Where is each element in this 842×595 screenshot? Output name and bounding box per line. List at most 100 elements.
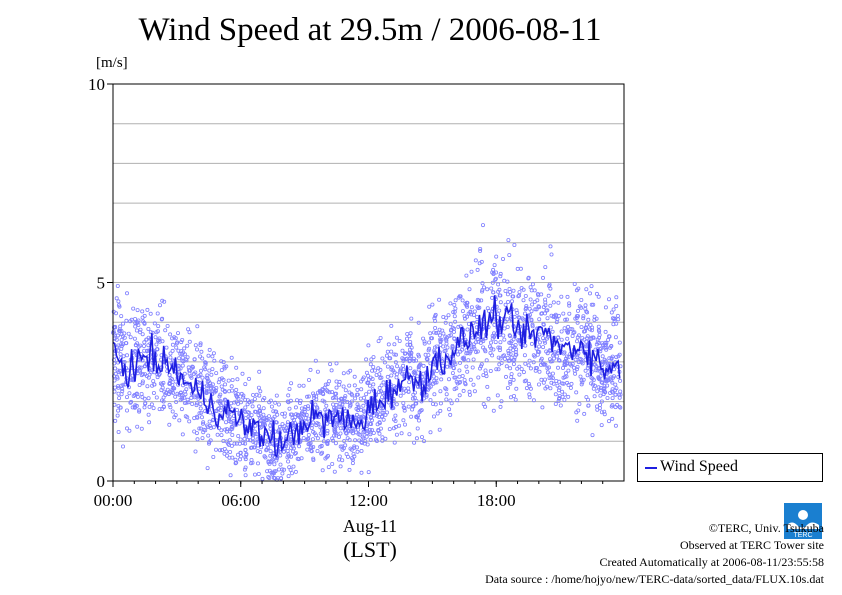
observation-point <box>615 313 620 318</box>
observation-point <box>541 321 546 326</box>
observation-point <box>521 287 526 292</box>
observation-point <box>407 432 412 437</box>
observation-point <box>576 351 581 356</box>
observation-point <box>290 412 295 417</box>
observation-point <box>321 439 326 444</box>
observation-point <box>582 411 587 416</box>
observation-point <box>124 318 129 323</box>
observation-point <box>308 367 313 372</box>
observation-point <box>393 418 398 423</box>
observation-point <box>352 444 357 449</box>
observation-point <box>498 340 503 345</box>
observation-point <box>187 419 192 424</box>
observation-point <box>472 389 477 394</box>
observation-point <box>572 281 577 286</box>
observation-point <box>314 397 319 402</box>
observation-point <box>412 390 417 395</box>
observation-point <box>541 275 546 280</box>
observation-point <box>115 283 120 288</box>
observation-point <box>592 314 597 319</box>
observation-point <box>592 362 597 367</box>
observation-point <box>260 476 265 481</box>
observation-point <box>185 343 190 348</box>
observation-point <box>221 360 226 365</box>
observation-point <box>549 380 554 385</box>
observation-point <box>434 368 439 373</box>
observation-point <box>293 469 298 474</box>
observation-point <box>601 343 606 348</box>
observation-point <box>584 287 589 292</box>
observation-point <box>585 336 590 341</box>
observation-point <box>238 437 243 442</box>
observation-point <box>505 324 510 329</box>
observation-point <box>557 385 562 390</box>
observation-point <box>438 389 443 394</box>
observation-point <box>349 447 354 452</box>
observation-point <box>115 374 120 379</box>
observation-point <box>146 396 151 401</box>
observation-point <box>207 347 212 352</box>
observation-point <box>572 365 577 370</box>
observation-point <box>606 337 611 342</box>
observation-point <box>427 304 432 309</box>
observation-point <box>379 404 384 409</box>
observation-point <box>497 345 502 350</box>
observation-point <box>565 330 570 335</box>
observation-point <box>566 382 571 387</box>
observation-point <box>575 320 580 325</box>
observation-point <box>410 407 415 412</box>
observation-point <box>387 427 392 432</box>
observation-point <box>453 362 458 367</box>
observation-point <box>432 345 437 350</box>
observation-point <box>496 367 501 372</box>
observation-point <box>553 312 558 317</box>
observation-point <box>319 444 324 449</box>
observation-point <box>376 339 381 344</box>
observation-point <box>142 364 147 369</box>
observation-point <box>512 314 517 319</box>
observation-point <box>577 401 582 406</box>
observation-point <box>343 394 348 399</box>
observation-point <box>111 357 116 362</box>
observation-point <box>125 395 130 400</box>
observation-point <box>596 324 601 329</box>
observation-point <box>389 373 394 378</box>
observation-point <box>548 325 553 330</box>
observation-point <box>315 421 320 426</box>
observation-point <box>445 345 450 350</box>
observation-point <box>493 276 498 281</box>
observation-point <box>367 383 372 388</box>
observation-point <box>481 285 486 290</box>
observation-point <box>529 341 534 346</box>
observation-point <box>192 357 197 362</box>
observation-point <box>506 348 511 353</box>
observation-point <box>536 304 541 309</box>
observation-point <box>416 320 421 325</box>
observation-point <box>409 414 414 419</box>
observation-point <box>344 451 349 456</box>
observation-point <box>469 305 474 310</box>
observation-point <box>278 462 283 467</box>
observation-point <box>555 335 560 340</box>
observation-point <box>516 294 521 299</box>
observation-point <box>607 334 612 339</box>
observation-point <box>198 406 203 411</box>
observation-point <box>204 389 209 394</box>
observation-point <box>457 368 462 373</box>
observation-point <box>381 410 386 415</box>
observation-point <box>200 421 205 426</box>
observation-point <box>561 365 566 370</box>
observation-point <box>325 453 330 458</box>
observation-point <box>586 317 591 322</box>
observation-point <box>610 390 615 395</box>
observation-point <box>289 454 294 459</box>
observation-point <box>616 317 621 322</box>
observation-point <box>462 314 467 319</box>
observation-point <box>252 472 257 477</box>
observation-point <box>198 354 203 359</box>
observation-point <box>179 349 184 354</box>
observation-point <box>596 294 601 299</box>
observation-point <box>506 351 511 356</box>
observation-point <box>359 387 364 392</box>
observation-point <box>222 366 227 371</box>
